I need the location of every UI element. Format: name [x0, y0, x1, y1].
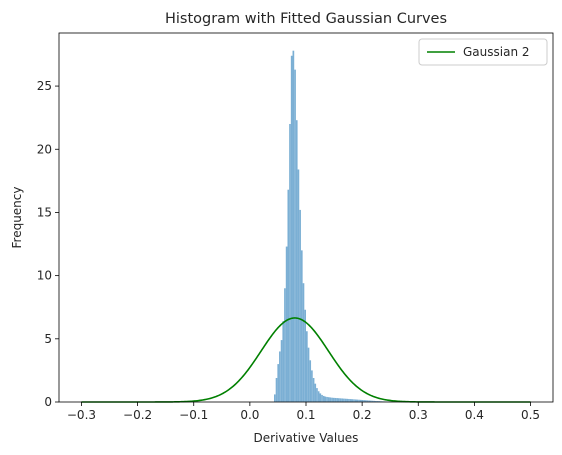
legend-label: Gaussian 2	[463, 45, 530, 59]
histogram-bar	[371, 400, 374, 402]
histogram-bar	[349, 399, 352, 402]
y-tick-label: 0	[44, 395, 52, 409]
histogram-bar	[327, 397, 330, 402]
histogram-bar	[299, 209, 301, 402]
histogram-bar	[343, 398, 345, 402]
histogram-bar	[353, 399, 355, 402]
y-tick-label: 20	[37, 142, 52, 156]
histogram-bar	[364, 400, 367, 402]
legend: Gaussian 2	[418, 38, 548, 66]
x-axis-label: Derivative Values	[254, 431, 359, 445]
histogram-bar	[279, 351, 281, 402]
histogram-bar	[363, 400, 365, 402]
histogram-bar	[361, 399, 364, 402]
histogram-bar	[326, 396, 328, 402]
histogram-bar	[314, 383, 317, 402]
histogram-bar	[290, 55, 293, 402]
x-tick-label: 0.5	[521, 408, 540, 422]
histogram-bar	[289, 123, 291, 403]
x-tick-label: −0.3	[67, 408, 96, 422]
y-axis-label: Frequency	[10, 187, 24, 249]
histogram-bars	[274, 50, 392, 403]
histogram-bar	[300, 250, 303, 402]
histogram-bar	[274, 394, 276, 402]
histogram-bar	[321, 394, 323, 402]
histogram-bar	[302, 283, 305, 402]
y-tick-label: 15	[37, 205, 52, 219]
histogram-bar	[375, 400, 377, 402]
histogram-bar	[354, 399, 357, 402]
x-axis-ticks: −0.3 −0.2 −0.1 0.0 0.1 0.2 0.3 0.4 0.5	[67, 402, 540, 422]
y-tick-label: 10	[37, 269, 52, 283]
histogram-bar	[378, 401, 381, 402]
histogram-bar	[373, 400, 376, 402]
histogram-bar	[311, 370, 313, 402]
histogram-bar	[316, 388, 318, 402]
histogram-bar	[275, 377, 278, 402]
histogram-bar	[294, 69, 296, 403]
x-tick-label: 0.2	[353, 408, 372, 422]
histogram-bar	[336, 398, 338, 402]
histogram-bar	[307, 347, 310, 402]
x-tick-label: −0.2	[123, 408, 152, 422]
y-axis-ticks: 0 5 10 15 20 25	[37, 79, 59, 409]
histogram-bar	[348, 398, 350, 402]
histogram-bar	[309, 360, 312, 402]
y-tick-label: 5	[44, 332, 52, 346]
histogram-bar	[285, 246, 288, 402]
histogram-bar	[280, 340, 283, 402]
x-tick-label: 0.3	[409, 408, 428, 422]
histogram-bar	[295, 120, 298, 402]
x-tick-label: 0.0	[240, 408, 259, 422]
histogram-bar	[356, 399, 359, 402]
histogram-bar	[334, 397, 337, 402]
histogram-bar	[338, 398, 340, 402]
histogram-bar	[359, 399, 362, 402]
histogram-bar	[322, 395, 325, 402]
histogram-bar	[331, 397, 333, 402]
legend-box	[418, 38, 548, 66]
histogram-bar	[351, 399, 354, 402]
x-tick-label: 0.4	[465, 408, 484, 422]
histogram-bar	[341, 398, 344, 402]
histogram-bar	[292, 50, 295, 402]
histogram-bar	[317, 391, 320, 402]
histogram-bar	[368, 400, 370, 402]
histogram-bar	[324, 396, 327, 402]
histogram-bar	[339, 398, 342, 402]
histogram-bar	[370, 400, 372, 402]
histogram-bar	[329, 397, 332, 402]
histogram-bar	[284, 288, 286, 402]
histogram-bar	[319, 393, 322, 402]
histogram-bar	[332, 397, 335, 402]
histogram-bar	[344, 398, 347, 402]
x-tick-label: −0.1	[179, 408, 208, 422]
histogram-bar	[312, 377, 315, 402]
histogram-bar	[304, 309, 306, 402]
x-tick-label: 0.1	[296, 408, 315, 422]
histogram-bar	[358, 399, 360, 402]
histogram-bar	[297, 169, 300, 402]
histogram-bar	[366, 400, 369, 402]
histogram-bar	[376, 401, 379, 402]
histogram-bar	[346, 398, 349, 402]
y-tick-label: 25	[37, 79, 52, 93]
histogram-bar	[282, 321, 285, 402]
histogram-bar	[287, 189, 290, 402]
histogram-bar	[306, 331, 308, 402]
histogram-bar	[277, 364, 280, 402]
chart-title: Histogram with Fitted Gaussian Curves	[165, 11, 447, 27]
